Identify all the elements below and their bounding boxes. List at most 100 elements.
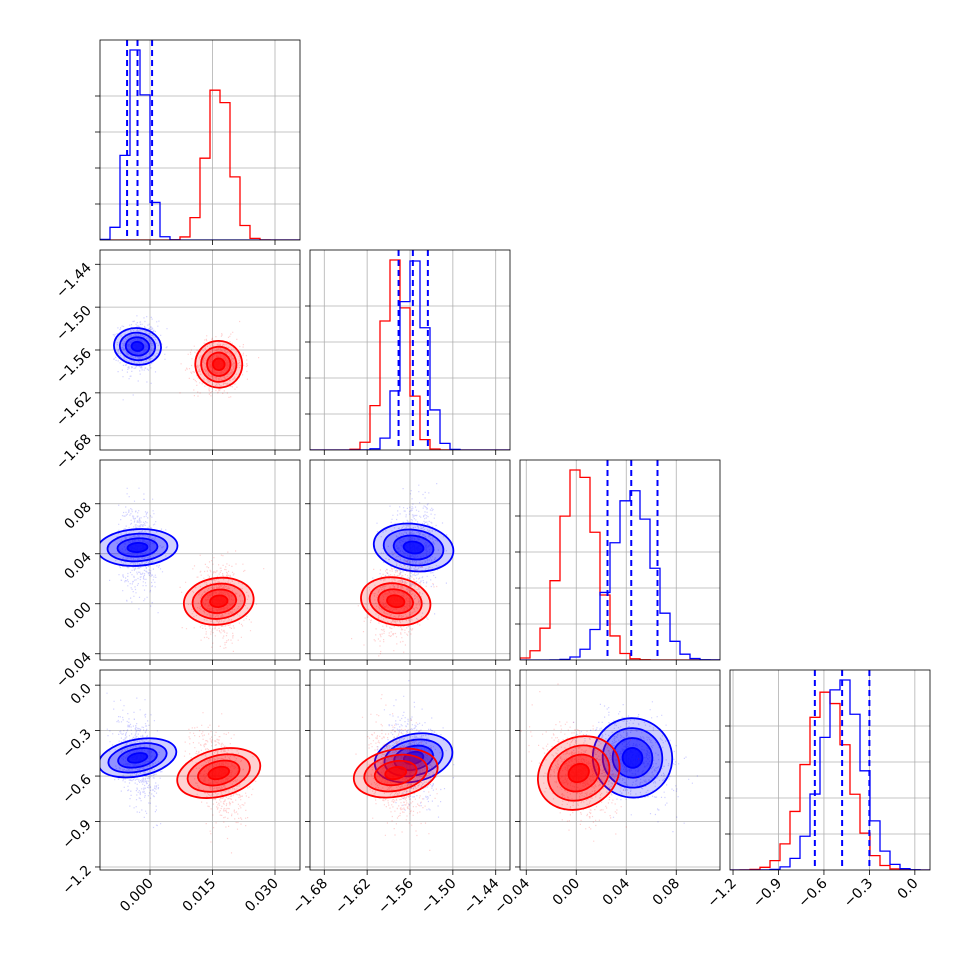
x-tick-label: −1.56 — [375, 875, 417, 917]
y-tick-label: −0.9 — [59, 817, 94, 852]
panel-2-0: −0.04 0.00 0.04 0.08 — [53, 459, 301, 691]
contour-line — [182, 576, 255, 626]
scatter-points — [183, 712, 257, 854]
contour-line — [557, 753, 601, 793]
grid-lines — [100, 460, 300, 660]
x-tick-label: −0.6 — [795, 875, 830, 910]
contour-line — [352, 747, 439, 799]
contour-line — [384, 766, 408, 781]
contour-line — [186, 753, 251, 793]
contour-line — [130, 340, 145, 352]
density-fill — [622, 747, 643, 768]
density-fill — [387, 595, 405, 608]
x-tick-label: 0.000 — [117, 876, 157, 916]
contour-line — [113, 327, 162, 366]
y-tick-label: 0.08 — [61, 499, 94, 532]
density-fill — [212, 358, 225, 371]
x-tick-label: 0.08 — [650, 876, 683, 909]
contour-line — [100, 528, 179, 567]
y-tick-label: 0.00 — [61, 599, 94, 632]
y-tick-label: −1.44 — [53, 260, 95, 302]
contour-line — [567, 762, 590, 784]
contour-line — [106, 532, 169, 563]
contour-line — [124, 336, 151, 357]
y-tick-label: −1.50 — [53, 303, 95, 345]
panel-3-0: 0.000 0.015 0.030 −1.2 −0.9 −0.6 −0.3 0.0 — [59, 669, 301, 916]
contour-line — [368, 582, 423, 621]
contour-line — [200, 345, 238, 383]
density-fill — [127, 542, 148, 553]
y-tick-label: −0.6 — [59, 772, 94, 807]
contour-line — [360, 576, 432, 627]
contour-line — [382, 528, 445, 567]
y-tick-label: −1.62 — [53, 388, 95, 430]
grid-lines — [100, 670, 300, 870]
contour-line — [377, 588, 414, 615]
histogram-3 — [730, 679, 930, 870]
y-tick-label: −1.2 — [59, 862, 94, 897]
y-tick-label: −0.3 — [59, 726, 94, 761]
contour-line — [402, 750, 425, 765]
density-fill — [208, 766, 230, 780]
x-tick-label: 0.0 — [895, 876, 922, 903]
x-tick-label: −1.62 — [332, 876, 374, 918]
density-fill — [568, 763, 589, 783]
x-tick-label: −0.9 — [750, 876, 785, 911]
density-fill — [403, 541, 424, 554]
contour-line — [591, 717, 674, 799]
y-tick-label: −1.56 — [53, 345, 95, 387]
contour-line — [372, 522, 455, 573]
x-tick-label: 0.015 — [180, 876, 220, 916]
contour-line — [116, 537, 159, 558]
contour-line — [118, 331, 157, 362]
contour-line — [386, 594, 406, 609]
x-tick-label: 0.030 — [242, 876, 282, 916]
contour-line — [373, 759, 418, 787]
panel-2-1 — [305, 459, 511, 665]
histogram-2 — [520, 469, 720, 660]
y-tick-label: 0.04 — [61, 549, 94, 582]
contour-line — [107, 742, 168, 774]
x-tick-label: −0.04 — [491, 875, 533, 917]
contour-line — [601, 727, 664, 789]
grid-lines — [310, 670, 510, 870]
x-tick-label: 0.00 — [550, 876, 583, 909]
contour-line — [363, 753, 429, 793]
panel-3-3: −1.2 −0.9 −0.6 −0.3 0.0 — [705, 669, 931, 911]
contour-line — [100, 737, 178, 779]
contour-line — [126, 752, 149, 764]
panel-frame — [519, 669, 721, 871]
contour-line — [207, 765, 231, 781]
density-fill — [131, 341, 144, 352]
contour-line — [547, 744, 611, 802]
contour-line — [197, 759, 241, 787]
contour-line — [537, 735, 621, 811]
grid-lines — [520, 460, 720, 660]
contour-line — [117, 747, 158, 769]
x-tick-label: 0.04 — [600, 875, 633, 908]
density-fill — [210, 595, 228, 608]
contour-line — [191, 582, 246, 620]
x-tick-label: −1.2 — [705, 876, 740, 911]
panel-1-1 — [305, 249, 511, 455]
contour-line — [206, 351, 232, 377]
y-tick-label: −1.68 — [53, 431, 95, 473]
contour-line — [373, 732, 454, 784]
panel-3-1: −1.68 −1.62 −1.56 −1.50 −1.44 — [289, 669, 511, 918]
contour-line — [200, 588, 238, 614]
contour-line — [209, 594, 229, 609]
panel-2-2 — [515, 459, 721, 665]
y-tick-label: −0.04 — [53, 649, 95, 691]
x-tick-label: −1.68 — [289, 876, 331, 918]
panel-frame — [519, 459, 721, 661]
grid-lines — [100, 250, 300, 450]
grid-lines — [310, 460, 510, 660]
x-tick-label: −0.3 — [841, 876, 876, 911]
scatter-points — [112, 315, 168, 401]
contour-line — [126, 541, 149, 554]
contour-line — [211, 357, 226, 372]
contour-line — [194, 339, 244, 389]
panel-frame — [99, 39, 301, 241]
panel-0-0 — [95, 39, 301, 245]
